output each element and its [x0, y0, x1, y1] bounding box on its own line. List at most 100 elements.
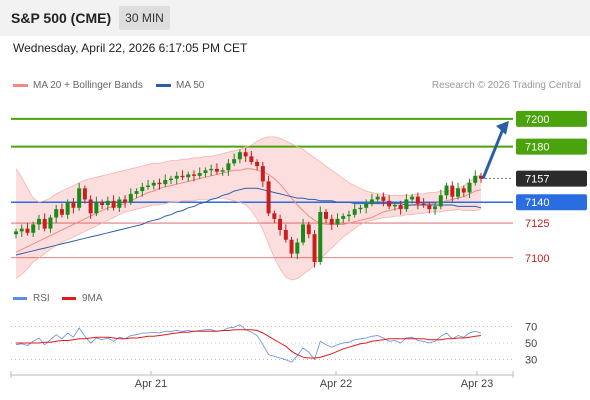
candle-body — [249, 156, 254, 162]
candle-body — [266, 181, 271, 214]
indicator-lines — [15, 136, 482, 281]
candle-body — [111, 200, 116, 208]
bollinger-bands — [16, 136, 481, 280]
candle-body — [358, 207, 363, 210]
current-price-badge — [516, 170, 587, 187]
ma50-swatch — [156, 84, 171, 87]
candle-body — [105, 200, 110, 205]
rsi-panel: 70 50 30 — [11, 321, 537, 367]
candle-body — [444, 185, 449, 196]
candle-body — [174, 175, 179, 179]
candle-body — [415, 196, 420, 204]
bb-upper-line — [15, 136, 482, 203]
credit-text: Research © 2026 Trading Central — [431, 80, 581, 91]
timeframe-button[interactable]: 30 MIN — [119, 6, 170, 30]
candle-body — [77, 188, 82, 208]
candle-body — [438, 195, 443, 207]
legend-rsi-label: RSI — [33, 293, 50, 304]
chart-header: S&P 500 (CME) 30 MIN — [0, 0, 590, 36]
rsi-tick-30: 30 — [525, 355, 537, 367]
candle-body — [82, 188, 87, 200]
candle-body — [450, 185, 455, 197]
candle-body — [226, 163, 231, 171]
candle-body — [289, 239, 294, 254]
candle-body — [134, 191, 139, 194]
ma9-swatch — [62, 297, 76, 300]
legend-9ma-label: 9MA — [82, 293, 103, 304]
candle-body — [473, 175, 478, 183]
candle-body — [48, 217, 53, 229]
candle-body — [71, 202, 76, 208]
candle-body — [59, 209, 64, 215]
candle-body — [341, 216, 346, 219]
candle-body — [214, 168, 219, 172]
forecast-arrow-shaft — [481, 128, 505, 180]
candle-body — [117, 199, 122, 208]
pivot-badge-7140 — [516, 194, 587, 211]
legend-bollinger-label: MA 20 + Bollinger Bands — [33, 80, 143, 91]
legend-rsi: RSI — [13, 293, 50, 304]
candle-body — [36, 218, 41, 225]
forecast-arrow-head — [496, 120, 509, 135]
level-badges: 7200 7180 7140 7125 7100 7157 — [516, 110, 587, 265]
candle-body — [209, 168, 214, 171]
time-tick-label: Apr 23 — [461, 378, 493, 390]
ma50-line — [15, 187, 482, 256]
candle-body — [433, 206, 438, 210]
candle-body — [146, 185, 151, 187]
candle-body — [100, 202, 105, 205]
candle-body — [197, 173, 202, 176]
candles — [14, 148, 483, 268]
current-price-label: 7157 — [525, 174, 549, 186]
rsi-tick-50: 50 — [525, 338, 537, 350]
candle-body — [203, 170, 208, 174]
target-label-7100: 7100 — [525, 253, 549, 265]
candle-body — [260, 166, 265, 182]
resistance-label-7200: 7200 — [525, 114, 549, 126]
legend-bollinger: MA 20 + Bollinger Bands — [13, 80, 143, 91]
candle-body — [157, 182, 162, 185]
candle-body — [94, 202, 99, 214]
candle-body — [404, 199, 409, 210]
rsi-swatch — [13, 297, 27, 300]
candle-body — [312, 234, 317, 262]
candle-body — [456, 188, 461, 197]
candle-body — [42, 218, 47, 229]
candle-body — [232, 159, 237, 164]
candle-body — [381, 196, 386, 201]
candle-body — [369, 199, 374, 204]
candle-body — [467, 182, 472, 193]
candle-body — [272, 213, 277, 219]
candle-body — [346, 214, 351, 217]
rsi-line — [15, 324, 482, 363]
candle-body — [387, 200, 392, 207]
bollinger-swatch — [13, 84, 28, 87]
target-label-7125: 7125 — [525, 218, 549, 230]
candle-body — [335, 218, 340, 225]
candle-body — [283, 230, 288, 240]
candle-body — [243, 152, 248, 157]
candle-body — [169, 178, 173, 180]
time-tick-label: Apr 22 — [320, 378, 352, 390]
candle-body — [186, 174, 191, 178]
candle-body — [375, 196, 380, 200]
candle-body — [329, 218, 334, 225]
pivot-label-7140: 7140 — [525, 197, 549, 209]
rsi-tick-70: 70 — [525, 321, 537, 333]
candle-body — [128, 193, 133, 203]
candle-body — [318, 211, 323, 262]
candle-body — [151, 182, 156, 186]
instrument-title: S&P 500 (CME) — [11, 10, 112, 26]
legend-ma50-label: MA 50 — [176, 80, 205, 91]
candle-body — [479, 175, 483, 179]
candle-body — [54, 209, 59, 218]
bollinger-band-fill — [16, 136, 481, 280]
candle-body — [123, 199, 128, 203]
candle-body — [31, 224, 36, 233]
candle-body — [163, 180, 168, 185]
candle-body — [364, 203, 369, 208]
candle-body — [324, 211, 328, 219]
resistance-badge-7180 — [516, 138, 587, 155]
candle-body — [237, 152, 242, 160]
